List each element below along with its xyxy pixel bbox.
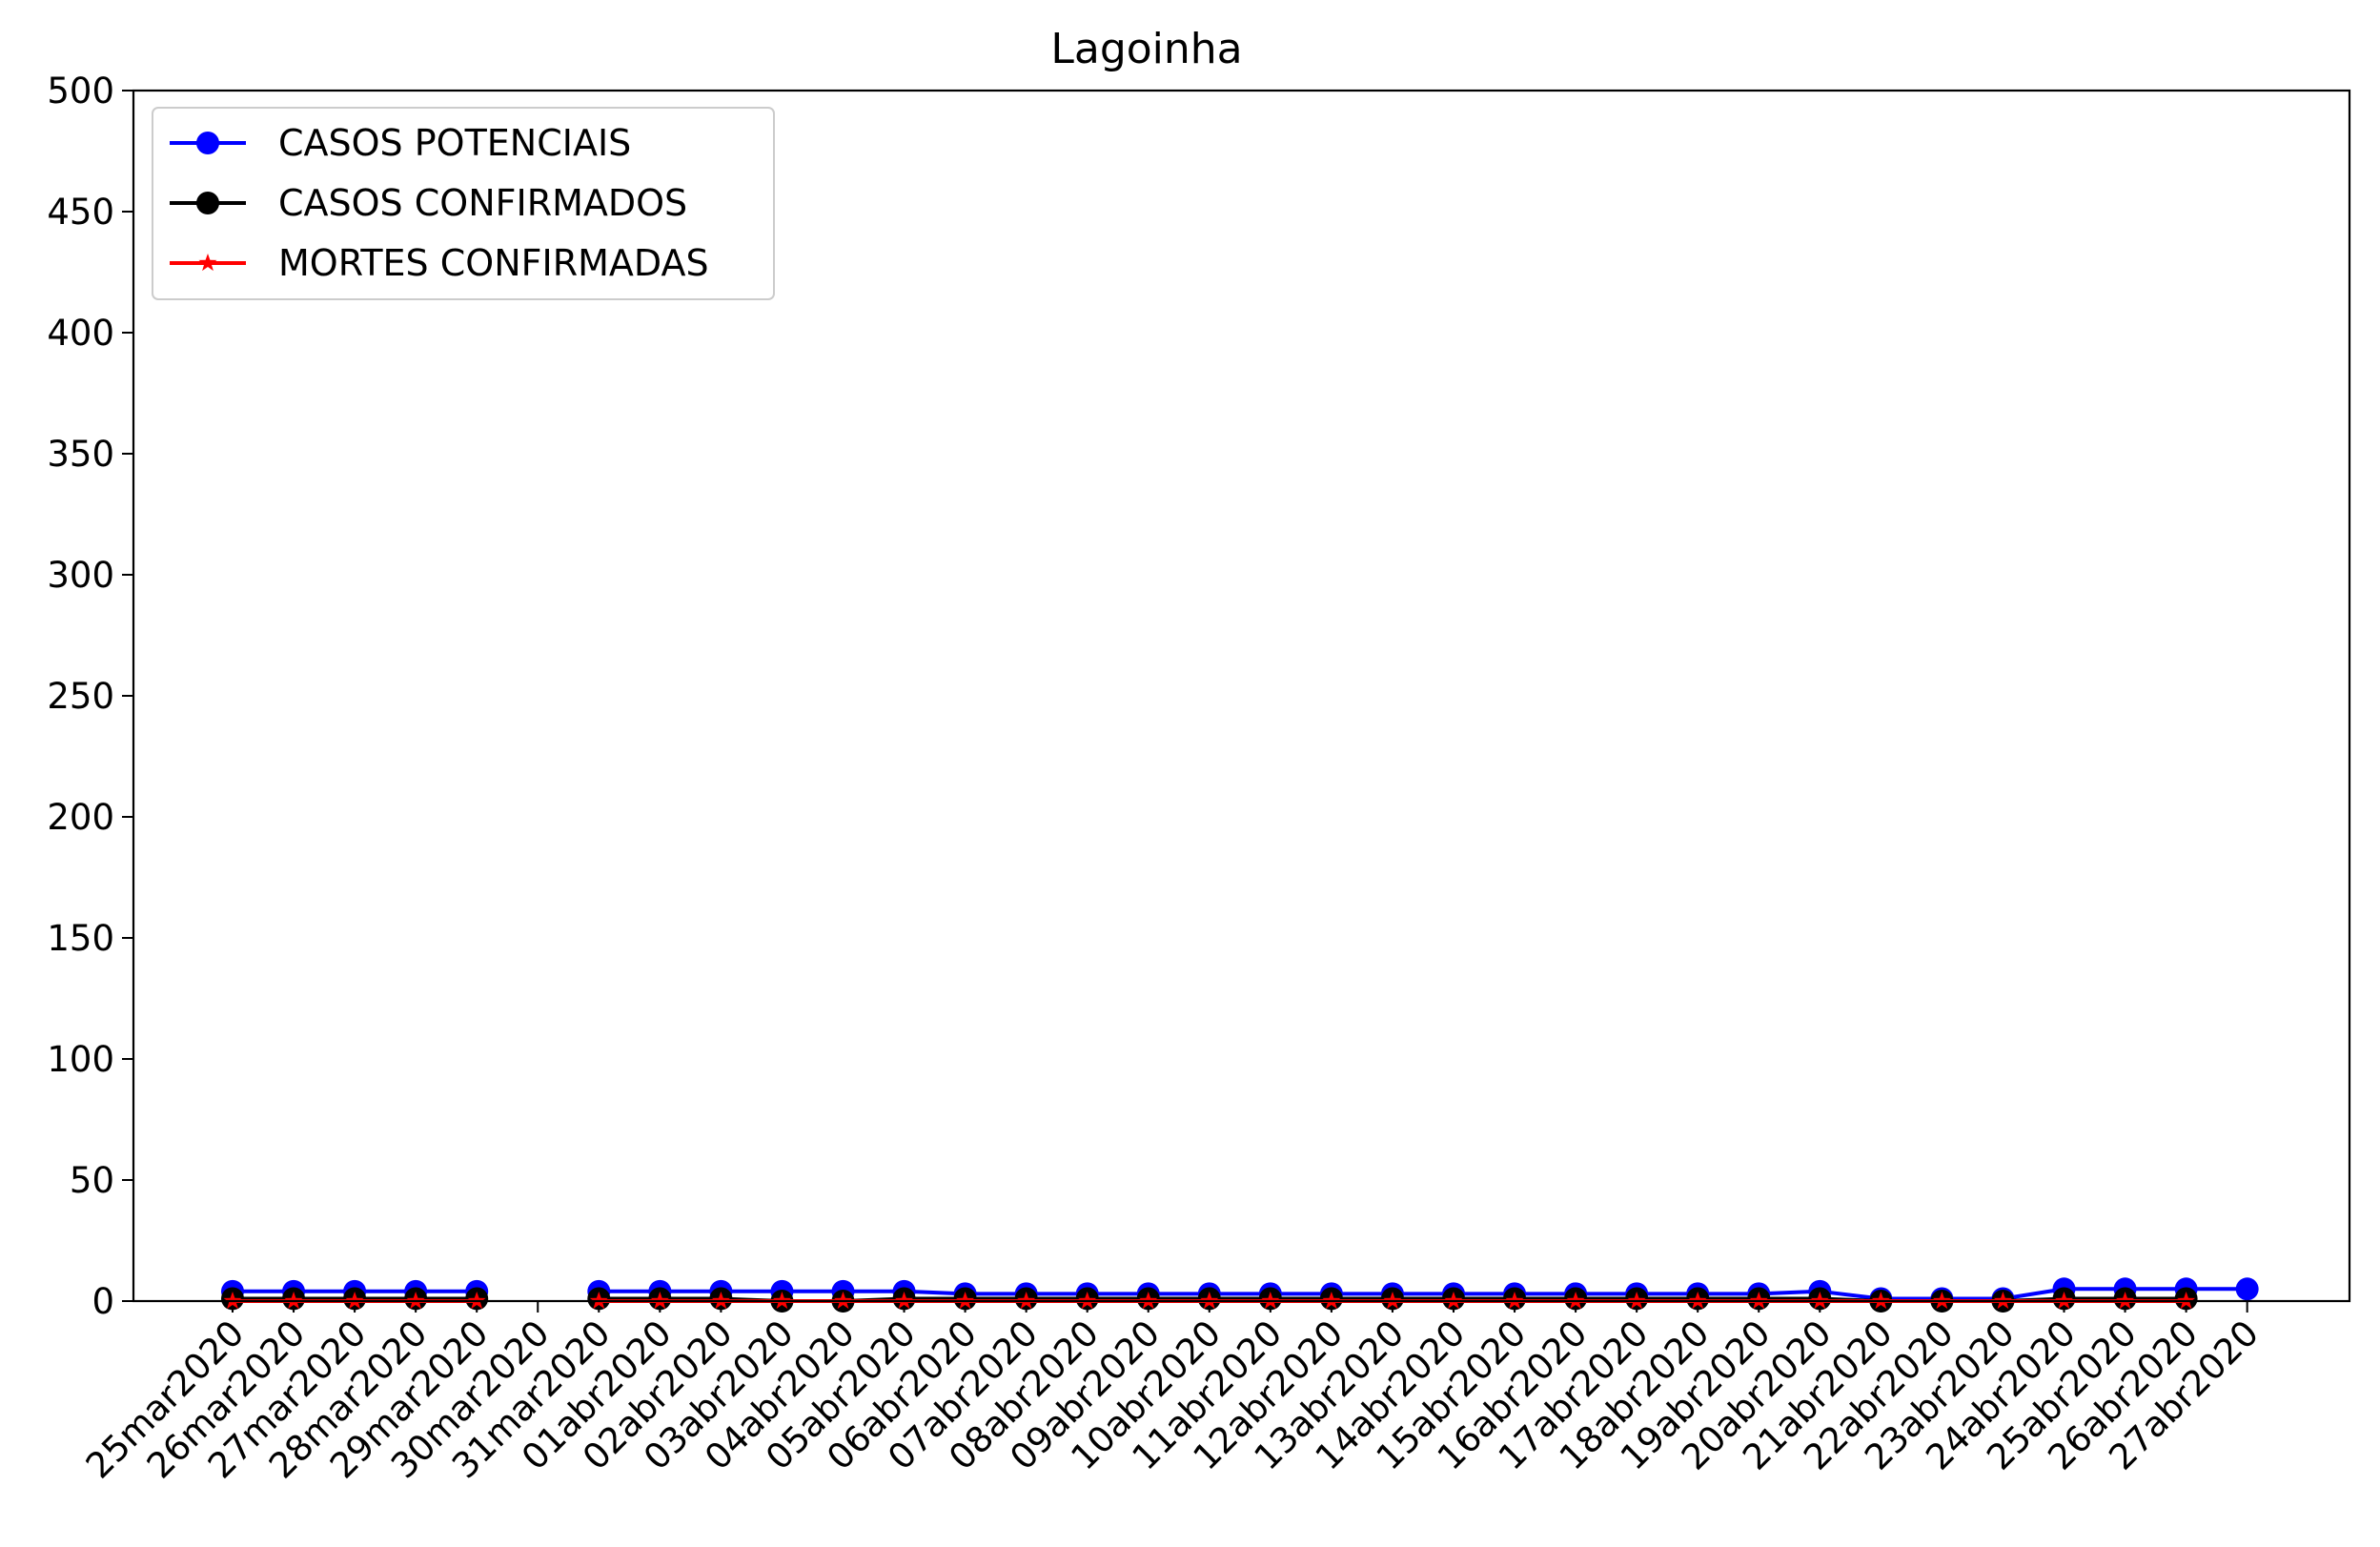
legend-marker — [196, 192, 219, 214]
series-line — [599, 1287, 2248, 1301]
y-tick-label: 50 — [70, 1160, 114, 1201]
y-tick-label: 0 — [92, 1281, 114, 1322]
data-point — [2235, 1277, 2259, 1301]
legend-item: CASOS CONFIRMADOS — [170, 182, 687, 224]
y-tick-label: 250 — [47, 676, 114, 717]
y-tick-label: 500 — [47, 71, 114, 112]
legend-marker — [196, 132, 219, 154]
legend-item: MORTES CONFIRMADAS — [170, 242, 709, 284]
legend: CASOS POTENCIAIS CASOS CONFIRMADOS MORTES … — [152, 107, 775, 300]
legend-item: CASOS POTENCIAIS — [170, 122, 631, 164]
y-tick-label: 150 — [47, 918, 114, 959]
y-tick-label: 450 — [47, 192, 114, 233]
y-tick-label: 300 — [47, 555, 114, 596]
plot-frame — [132, 89, 2351, 1303]
legend-label: CASOS POTENCIAIS — [278, 122, 631, 164]
legend-box — [152, 107, 775, 300]
y-tick-label: 350 — [47, 434, 114, 475]
y-tick-label: 400 — [47, 313, 114, 354]
y-tick-label: 200 — [47, 797, 114, 838]
y-axis: 0 50 100 150 200 250 300 350 400 450 500 — [47, 71, 133, 1322]
legend-marker — [198, 254, 217, 272]
y-tick-label: 100 — [47, 1039, 114, 1080]
legend-label: MORTES CONFIRMADAS — [278, 242, 709, 284]
legend-label: CASOS CONFIRMADOS — [278, 182, 687, 224]
chart-title: Lagoinha — [1050, 25, 1242, 73]
